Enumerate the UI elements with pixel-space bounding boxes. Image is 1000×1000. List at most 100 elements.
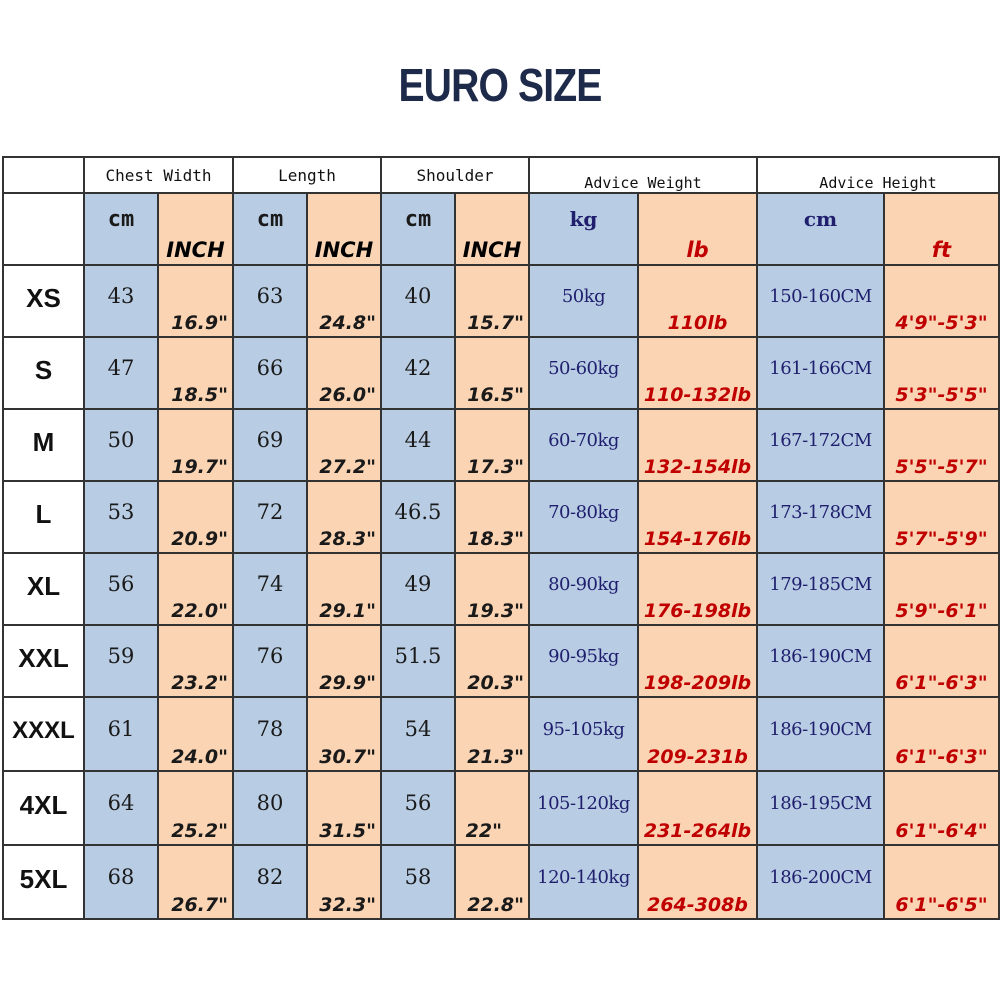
cell-value: 32.3"	[319, 894, 376, 916]
cell-value: 25.2"	[171, 820, 228, 842]
cell-value: 5'9"-6'1"	[895, 600, 988, 622]
unit-header-cell: cm	[83, 192, 159, 266]
cell-value: 16.5"	[467, 384, 524, 406]
unit-header-cell: cm	[232, 192, 308, 266]
corner-cell	[2, 156, 85, 194]
cell-value: 231-264lb	[643, 820, 752, 842]
cell-value: 27.2"	[319, 456, 376, 478]
table-row: 5XL 68 26.7" 82 32.3" 58 22.8" 120-140kg 264-308…	[2, 844, 1000, 920]
group-header-height: Advice Height	[756, 156, 1000, 194]
cell-value: 56	[107, 572, 135, 596]
table-row: XXL 59 23.2" 76 29.9" 51.5 20.3" 90-95kg 198-209…	[2, 624, 1000, 698]
cell-height-cm: 173-178CM	[756, 480, 885, 554]
size-label: XXXL	[12, 717, 75, 744]
cell-height-cm: 186-190CM	[756, 624, 885, 698]
size-label: XXL	[18, 642, 69, 673]
size-label: 4XL	[19, 789, 68, 820]
cell-chest-in: 16.9"	[157, 264, 234, 338]
cell-shoulder-in: 22.8"	[454, 844, 530, 920]
cell-chest-in: 26.7"	[157, 844, 234, 920]
cell-lb: 110lb	[637, 264, 758, 338]
cell-value: 82	[256, 865, 284, 889]
cell-value: 29.9"	[319, 672, 376, 694]
cell-shoulder-cm: 54	[380, 696, 456, 772]
cell-height-cm: 186-195CM	[756, 770, 885, 846]
cell-value: 19.3"	[467, 600, 524, 622]
cell-value: 5'5"-5'7"	[895, 456, 988, 478]
cell-lb: 176-198lb	[637, 552, 758, 626]
cell-shoulder-cm: 40	[380, 264, 456, 338]
size-label: M	[32, 426, 55, 457]
cell-length-cm: 63	[232, 264, 308, 338]
cell-chest-cm: 50	[83, 408, 159, 482]
cell-length-cm: 80	[232, 770, 308, 846]
table-row: M 50 19.7" 69 27.2" 44 17.3" 60-70kg 132-154lb 16…	[2, 408, 1000, 482]
cell-value: 50-60kg	[548, 357, 619, 379]
cell-height-cm: 186-190CM	[756, 696, 885, 772]
cell-height-cm: 186-200CM	[756, 844, 885, 920]
cell-value: 18.3"	[467, 528, 524, 550]
cell-lb: 209-231b	[637, 696, 758, 772]
cell-value: 105-120kg	[537, 792, 630, 814]
cell-value: 24.8"	[319, 312, 376, 334]
size-cell: S	[2, 336, 85, 410]
size-label: S	[34, 354, 53, 385]
cell-shoulder-cm: 49	[380, 552, 456, 626]
cell-value: 20.9"	[171, 528, 228, 550]
unit-header-cell: INCH	[157, 192, 234, 266]
cell-value: 46.5	[394, 500, 442, 524]
cell-value: 60-70kg	[548, 429, 619, 451]
cell-length-in: 26.0"	[306, 336, 382, 410]
cell-shoulder-cm: 56	[380, 770, 456, 846]
size-cell: XS	[2, 264, 85, 338]
size-cell: 4XL	[2, 770, 85, 846]
cell-shoulder-in: 15.7"	[454, 264, 530, 338]
unit-label: INCH	[314, 238, 374, 262]
cell-ft: 5'5"-5'7"	[883, 408, 1000, 482]
cell-value: 186-190CM	[769, 645, 872, 667]
cell-ft: 6'1"-6'4"	[883, 770, 1000, 846]
cell-length-in: 30.7"	[306, 696, 382, 772]
cell-value: 70-80kg	[548, 501, 619, 523]
cell-value: 69	[256, 428, 284, 452]
cell-lb: 110-132lb	[637, 336, 758, 410]
cell-kg: 70-80kg	[528, 480, 639, 554]
cell-value: 80	[256, 791, 284, 815]
cell-value: 53	[107, 500, 135, 524]
cell-value: 51.5	[394, 644, 442, 668]
cell-chest-cm: 61	[83, 696, 159, 772]
cell-shoulder-in: 19.3"	[454, 552, 530, 626]
cell-length-cm: 82	[232, 844, 308, 920]
cell-value: 26.0"	[319, 384, 376, 406]
cell-value: 30.7"	[319, 746, 376, 768]
unit-header-cell: INCH	[454, 192, 530, 266]
table-row: XL 56 22.0" 74 29.1" 49 19.3" 80-90kg 176-198lb 1…	[2, 552, 1000, 626]
cell-value: 4'9"-5'3"	[895, 312, 988, 334]
cell-value: 179-185CM	[769, 573, 872, 595]
cell-shoulder-in: 16.5"	[454, 336, 530, 410]
cell-value: 80-90kg	[548, 573, 619, 595]
cell-kg: 120-140kg	[528, 844, 639, 920]
cell-value: 154-176lb	[643, 528, 752, 550]
table-row: L 53 20.9" 72 28.3" 46.5 18.3" 70-80kg 154-176lb…	[2, 480, 1000, 554]
cell-value: 74	[256, 572, 284, 596]
cell-value: 50	[107, 428, 135, 452]
cell-length-in: 29.9"	[306, 624, 382, 698]
size-label: 5XL	[19, 863, 68, 894]
cell-value: 76	[256, 644, 284, 668]
cell-shoulder-cm: 46.5	[380, 480, 456, 554]
size-label: L	[35, 498, 52, 529]
cell-value: 186-190CM	[769, 718, 872, 740]
cell-lb: 132-154lb	[637, 408, 758, 482]
cell-value: 43	[107, 284, 135, 308]
unit-label: cm	[803, 207, 838, 231]
size-cell: M	[2, 408, 85, 482]
cell-chest-cm: 59	[83, 624, 159, 698]
cell-lb: 264-308b	[637, 844, 758, 920]
unit-header-row: cm INCH cm INCH cm INCH kg lb cm ft	[2, 192, 1000, 266]
cell-value: 63	[256, 284, 284, 308]
group-header-weight: Advice Weight	[528, 156, 758, 194]
cell-value: 42	[404, 356, 432, 380]
table-row: XS 43 16.9" 63 24.8" 40 15.7" 50kg 110lb 150-160C…	[2, 264, 1000, 338]
cell-value: 66	[256, 356, 284, 380]
